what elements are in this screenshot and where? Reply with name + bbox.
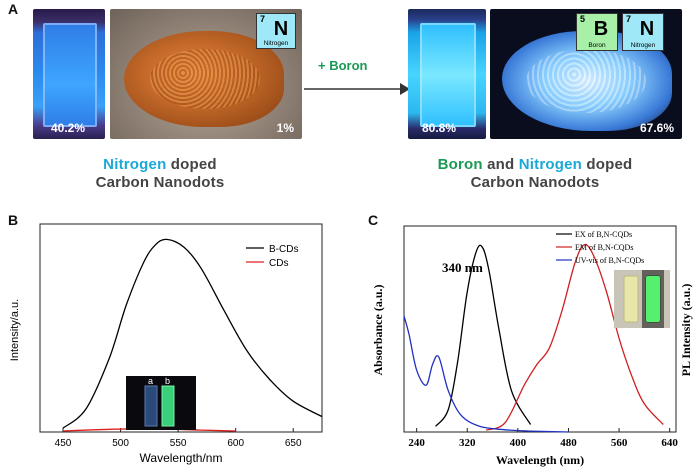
right-caption-doped: doped <box>582 156 633 173</box>
panel-c-series <box>403 243 664 433</box>
panel-b-axes <box>39 223 323 433</box>
legend-label-uv: UV-vis of B,N-CQDs <box>575 256 644 265</box>
boron-arrow-label: + Boron <box>318 58 368 73</box>
nitrogen-symbol-2: N <box>639 18 655 40</box>
panel-c-legend: EX of B,N-CQDs EM of B,N-CQDs UV-vis of … <box>556 230 644 265</box>
panel-c-ylabel-right: PL Intensity (a.u.) <box>679 284 693 377</box>
legend-label-ex: EX of B,N-CQDs <box>575 230 632 239</box>
panel-b-xlabel: Wavelength/nm <box>140 451 223 465</box>
arrow-head <box>400 83 410 95</box>
panel-c-tick-label-320: 320 <box>459 437 476 449</box>
right-caption-and: and <box>482 156 519 173</box>
panel-c-series-ex-of-b-n-cqds <box>435 244 532 427</box>
nitrogen-element-tile: 7 N Nitrogen <box>256 13 296 49</box>
panel-b-tick-label-450: 450 <box>55 438 72 449</box>
panel-c-frame <box>403 225 677 433</box>
inset-label-a: a <box>148 376 153 386</box>
panel-b-x-ticks: 450 500 550 600 650 <box>55 428 302 449</box>
panel-b-ylabel: Intensity/a.u. <box>9 299 21 361</box>
panel-c-inset-photo <box>614 270 670 328</box>
legend-label-em: EM of B,N-CQDs <box>575 243 633 252</box>
left-caption: Nitrogen doped Carbon Nanodots <box>60 156 260 192</box>
panel-c-series-uv-vis-of-b-n-cqds <box>403 315 569 433</box>
panel-c-ylabel-left: Absorbance (a.u.) <box>371 284 385 375</box>
inset-vial-b <box>161 385 175 427</box>
panel-c-tick-label-560: 560 <box>611 437 628 449</box>
left-caption-nitrogen: Nitrogen <box>103 156 167 173</box>
left-caption-doped: doped <box>166 156 217 173</box>
right-caption: Boron and Nitrogen doped Carbon Nanodots <box>400 156 670 192</box>
reaction-arrow <box>304 83 410 95</box>
boron-nitrogen-cd-vial-photo: 80.8% <box>408 9 486 139</box>
right-caption-nitrogen: Nitrogen <box>518 156 583 173</box>
boron-element-tile: 5 B Boron <box>576 13 618 51</box>
boron-name: Boron <box>588 42 606 49</box>
panel-b-tick-label-650: 650 <box>285 438 302 449</box>
panel-b-legend: B-CDs CDs <box>246 244 298 269</box>
nitrogen-symbol: N <box>273 18 289 40</box>
panel-c-x-ticks: 240 320 400 480 560 640 <box>408 428 678 449</box>
panel-c-peak-label: 340 nm <box>442 260 483 275</box>
right-caption-boron: Boron <box>437 156 483 173</box>
boron-symbol: B <box>593 18 609 40</box>
left-powder-quantum-yield: 1% <box>276 121 294 135</box>
panel-b-frame <box>39 223 323 433</box>
panel-b-inset-photo: a b <box>126 376 196 430</box>
right-powder-quantum-yield: 67.6% <box>639 121 674 135</box>
panel-b-tick-label-500: 500 <box>112 438 129 449</box>
legend-label-cds: CDs <box>269 258 288 269</box>
right-vial-quantum-yield: 80.8% <box>422 121 457 135</box>
nitrogen-cd-vial-photo: 40.2% <box>33 9 105 139</box>
right-caption-line2: Carbon Nanodots <box>470 174 600 191</box>
inset-c-vial-uv-glow <box>646 276 660 322</box>
panel-c-label: C <box>368 212 379 228</box>
nitrogen-atomic-number: 7 <box>260 14 266 24</box>
nitrogen-cd-powder-photo: 1% 7 N Nitrogen <box>110 9 302 139</box>
panel-c-chart: 240 320 400 480 560 640 Absorbance (a.u.) PL … <box>371 225 693 467</box>
left-caption-line2: Carbon Nanodots <box>95 174 225 191</box>
panel-c-tick-label-400: 400 <box>510 437 527 449</box>
nitrogen-name-2: Nitrogen <box>630 42 656 49</box>
panel-b-series-b-cds <box>62 238 323 429</box>
inset-background <box>126 376 196 430</box>
panel-c-tick-label-640: 640 <box>661 437 678 449</box>
inset-label-b: b <box>165 376 170 386</box>
panel-c-xlabel: Wavelength (nm) <box>496 453 584 467</box>
panel-a-label: A <box>8 1 19 17</box>
boron-nitrogen-cd-powder-photo: 67.6% 5 B Boron 7 N Nitrogen <box>490 9 682 139</box>
inset-c-vial-daylight <box>623 275 639 323</box>
panel-b-label: B <box>8 212 19 228</box>
panel-c-tick-label-240: 240 <box>408 437 425 449</box>
panel-b-chart: 450 500 550 600 650 Intensity/a.u. Wavelengt… <box>9 223 323 465</box>
panel-c-tick-label-480: 480 <box>560 437 577 449</box>
inset-vial-a <box>144 385 158 427</box>
panel-b-tick-label-600: 600 <box>227 438 244 449</box>
nitrogen-element-tile-2: 7 N Nitrogen <box>622 13 664 51</box>
left-vial-quantum-yield: 40.2% <box>51 121 86 135</box>
boron-atomic-number: 5 <box>580 14 586 24</box>
nitrogen-atomic-number-2: 7 <box>626 14 632 24</box>
legend-label-bcds: B-CDs <box>269 244 298 255</box>
panel-c-series-em-of-b-n-cqds <box>485 243 664 431</box>
nitrogen-name: Nitrogen <box>263 40 289 47</box>
panel-b-tick-label-550: 550 <box>170 438 187 449</box>
